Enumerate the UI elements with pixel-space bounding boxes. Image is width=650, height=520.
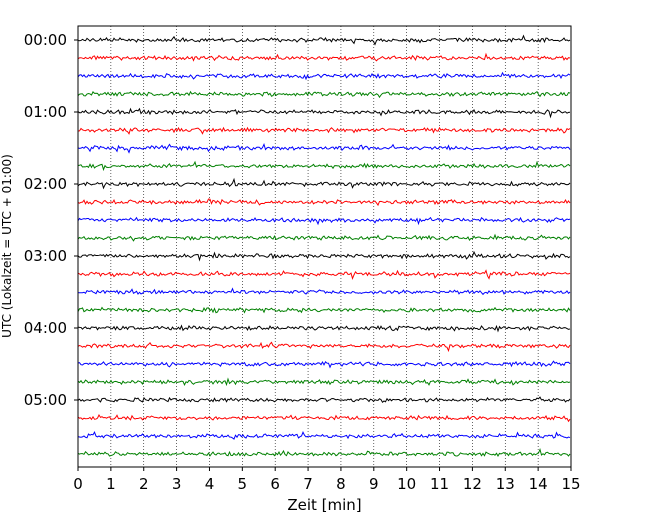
trace-0145 [77,160,571,172]
trace-0230 [77,216,571,226]
y-tick-label: 02:00 [24,175,67,193]
x-tick-label: 1 [106,475,116,493]
x-tick-label: 14 [529,475,548,493]
trace-0100 [77,107,571,119]
trace-0300 [77,250,571,262]
plot-frame [77,25,572,468]
trace-0430 [77,360,571,369]
x-tick-label: 8 [336,475,346,493]
x-axis-ticks: 0 1 2 3 4 5 6 7 8 9 10 11 12 13 14 15 [73,467,581,493]
trace-0030 [77,71,571,81]
x-tick-label: 9 [369,475,379,493]
x-tick-label: 12 [463,475,482,493]
x-tick-label: 6 [270,475,280,493]
x-tick-label: 4 [205,475,215,493]
x-tick-label: 7 [303,475,313,493]
y-tick-label: 01:00 [24,103,67,121]
y-axis-label: UTC (Lokalzeit = UTC + 01:00) [0,154,14,338]
trace-0045 [77,90,571,99]
trace-0115 [77,126,571,135]
trace-0545 [77,447,571,458]
x-tick-label: 10 [397,475,416,493]
trace-0345 [77,306,571,314]
x-tick-label: 13 [496,475,515,493]
trace-0400 [77,324,571,333]
y-tick-label: 03:00 [24,247,67,265]
x-tick-label: 0 [73,475,83,493]
trace-0445 [77,377,571,387]
trace-0315 [77,269,571,280]
trace-0215 [77,198,571,207]
trace-0130 [77,142,571,154]
trace-0245 [77,233,571,242]
y-tick-label: 04:00 [24,319,67,337]
trace-0515 [77,413,571,423]
seismogram-traces [77,34,571,458]
y-tick-label: 00:00 [24,31,67,49]
trace-0000 [77,34,571,46]
x-tick-label: 15 [561,475,580,493]
trace-0500 [77,396,571,404]
y-tick-label: 05:00 [24,391,67,409]
x-axis-label: Zeit [min] [287,496,361,514]
x-tick-label: 5 [238,475,248,493]
x-tick-label: 11 [430,475,449,493]
trace-0015 [77,52,571,62]
trace-0200 [77,177,571,190]
y-axis-ticks: 00:00 01:00 02:00 03:00 04:00 05:00 [24,31,78,409]
trace-0530 [77,430,571,440]
x-tick-label: 3 [172,475,182,493]
x-tick-label: 2 [139,475,149,493]
trace-0330 [77,287,571,296]
trace-0415 [77,341,571,353]
